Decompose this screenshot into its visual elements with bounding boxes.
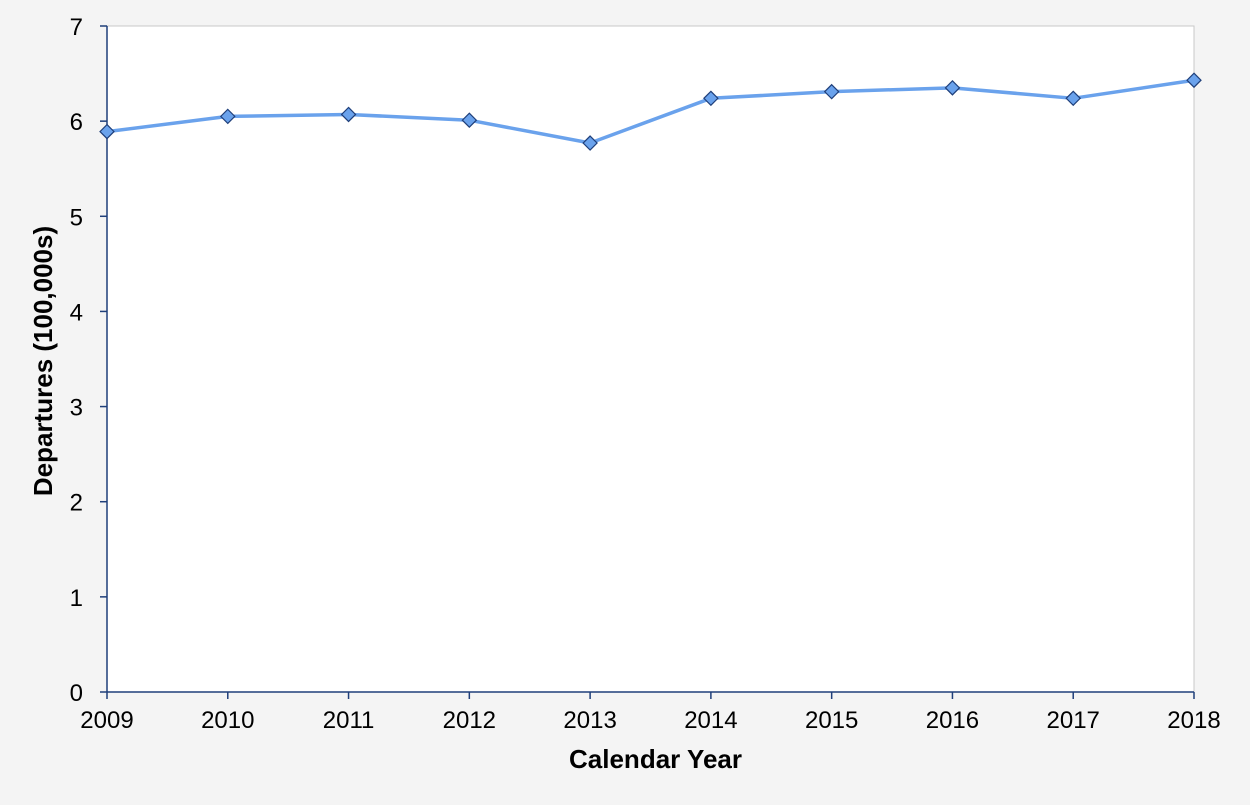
y-tick-label: 5 (70, 204, 83, 231)
data-point-marker (219, 108, 236, 125)
x-tick-labels: 2009 2010 2011 2012 2013 2014 2015 2016 2017 2018 (80, 707, 1220, 734)
data-point-marker (1186, 72, 1202, 89)
data-point-marker (461, 112, 478, 129)
x-tick-label: 2011 (323, 707, 375, 734)
x-tick-label: 2018 (1167, 707, 1220, 734)
series-markers (99, 72, 1202, 151)
data-point-marker (99, 123, 115, 140)
data-point-marker (582, 135, 598, 151)
x-axis-title: Calendar Year (569, 744, 742, 774)
plot-area (106, 25, 1195, 693)
data-point-marker (1065, 90, 1082, 107)
y-axis-title: Departures (100,000s) (28, 226, 58, 496)
y-tick-label: 1 (70, 585, 83, 612)
y-tick-label: 2 (70, 490, 83, 517)
x-tick-label: 2014 (684, 707, 737, 734)
series-line (106, 78, 1195, 145)
x-tick-label: 2015 (805, 707, 858, 734)
x-tick-label: 2009 (80, 707, 133, 734)
x-tick-label: 2013 (563, 707, 616, 734)
data-point-marker (823, 83, 840, 100)
data-point-marker (703, 90, 719, 107)
y-tick-labels: 0 1 2 3 4 5 6 7 (70, 14, 83, 707)
y-tick-label: 4 (70, 299, 83, 326)
x-tick-label: 2012 (443, 707, 496, 734)
x-tick-label: 2017 (1047, 707, 1100, 734)
y-axis-ticks (100, 25, 107, 693)
y-tick-label: 6 (70, 109, 83, 136)
y-tick-label: 3 (70, 395, 83, 422)
data-point-marker (944, 79, 961, 96)
x-tick-label: 2016 (926, 707, 979, 734)
data-point-marker (340, 106, 357, 123)
y-tick-label: 7 (70, 14, 83, 41)
y-tick-label: 0 (70, 680, 83, 707)
x-axis-ticks (106, 692, 1195, 699)
x-tick-label: 2010 (201, 707, 254, 734)
